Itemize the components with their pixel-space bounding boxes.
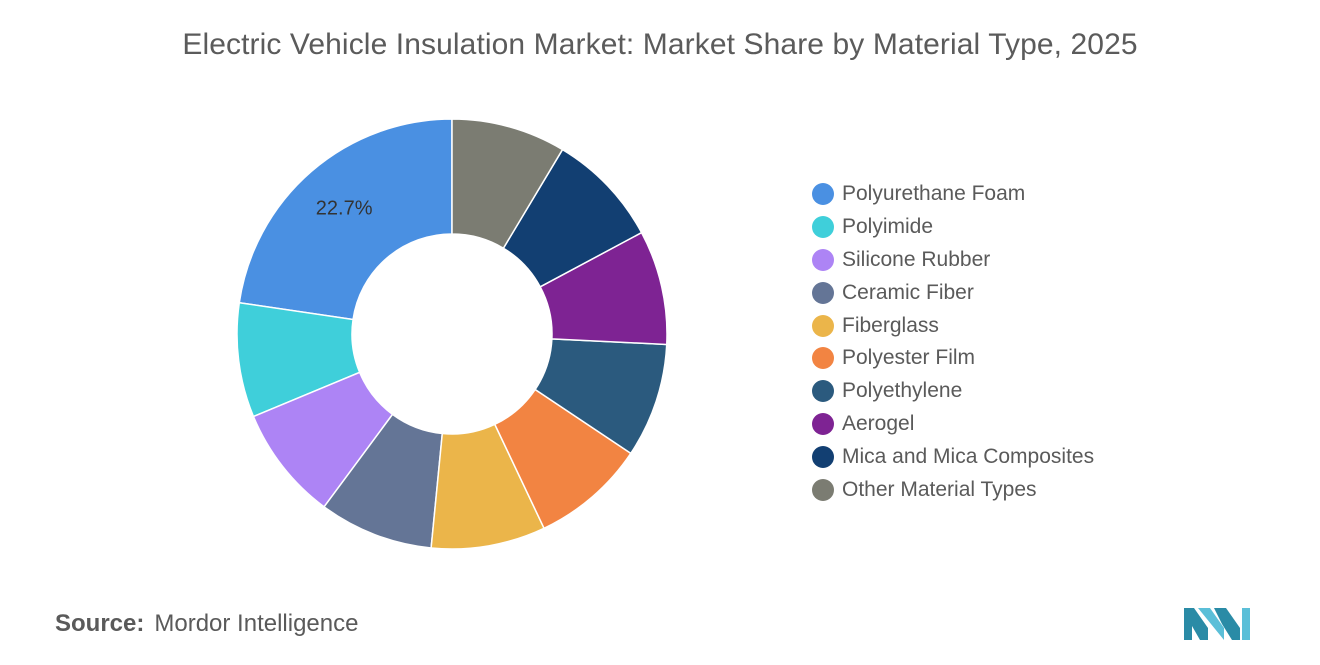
legend-item-fiberglass: Fiberglass — [812, 309, 1094, 342]
legend-item-polyethylene: Polyethylene — [812, 375, 1094, 408]
legend-swatch — [812, 281, 834, 304]
legend-item-silicone-rubber: Silicone Rubber — [812, 244, 1094, 277]
legend-swatch — [812, 216, 834, 239]
chart-title: Electric Vehicle Insulation Market: Mark… — [182, 28, 1138, 61]
legend-label: Ceramic Fiber — [842, 280, 974, 304]
legend-item-polyester-film: Polyester Film — [812, 342, 1094, 375]
data-label-polyurethane-foam: 22.7% — [316, 197, 373, 219]
legend-label: Polyurethane Foam — [842, 182, 1026, 206]
source-note: Source: Mordor Intelligence — [55, 610, 358, 638]
source-label: Source: — [55, 610, 145, 637]
legend-label: Polyester Film — [842, 346, 976, 370]
legend-label: Aerogel — [842, 411, 915, 435]
legend-label: Polyethylene — [842, 379, 963, 403]
slice-other-material-types — [451, 118, 564, 250]
donut-data-labels: 22.7% — [316, 197, 373, 219]
legend-swatch — [812, 183, 834, 206]
legend-item-other-material-types: Other Material Types — [812, 473, 1094, 506]
legend-item-polyimide: Polyimide — [812, 211, 1094, 244]
legend-swatch — [812, 314, 834, 337]
legend-swatch — [812, 380, 834, 403]
chart-legend: Polyurethane Foam Polyimide Silicone Rubbe… — [812, 178, 1094, 506]
legend-swatch — [812, 347, 834, 370]
legend-label: Polyimide — [842, 215, 934, 239]
slice-polyurethane-foam — [238, 118, 453, 321]
mordor-intelligence-logo-icon — [1184, 608, 1250, 640]
legend-item-aerogel: Aerogel — [812, 408, 1094, 441]
legend-item-mica-and-mica-composites: Mica and Mica Composites — [812, 440, 1094, 473]
legend-swatch — [812, 445, 834, 468]
source-name: Mordor Intelligence — [154, 610, 359, 637]
legend-item-polyurethane-foam: Polyurethane Foam — [812, 178, 1094, 211]
legend-label: Mica and Mica Composites — [842, 444, 1095, 468]
legend-label: Silicone Rubber — [842, 247, 991, 271]
legend-label: Fiberglass — [842, 313, 939, 337]
legend-swatch — [812, 478, 834, 501]
donut-slices — [236, 118, 668, 550]
legend-swatch — [812, 248, 834, 271]
legend-label: Other Material Types — [842, 477, 1037, 501]
legend-item-ceramic-fiber: Ceramic Fiber — [812, 276, 1094, 309]
legend-swatch — [812, 412, 834, 435]
